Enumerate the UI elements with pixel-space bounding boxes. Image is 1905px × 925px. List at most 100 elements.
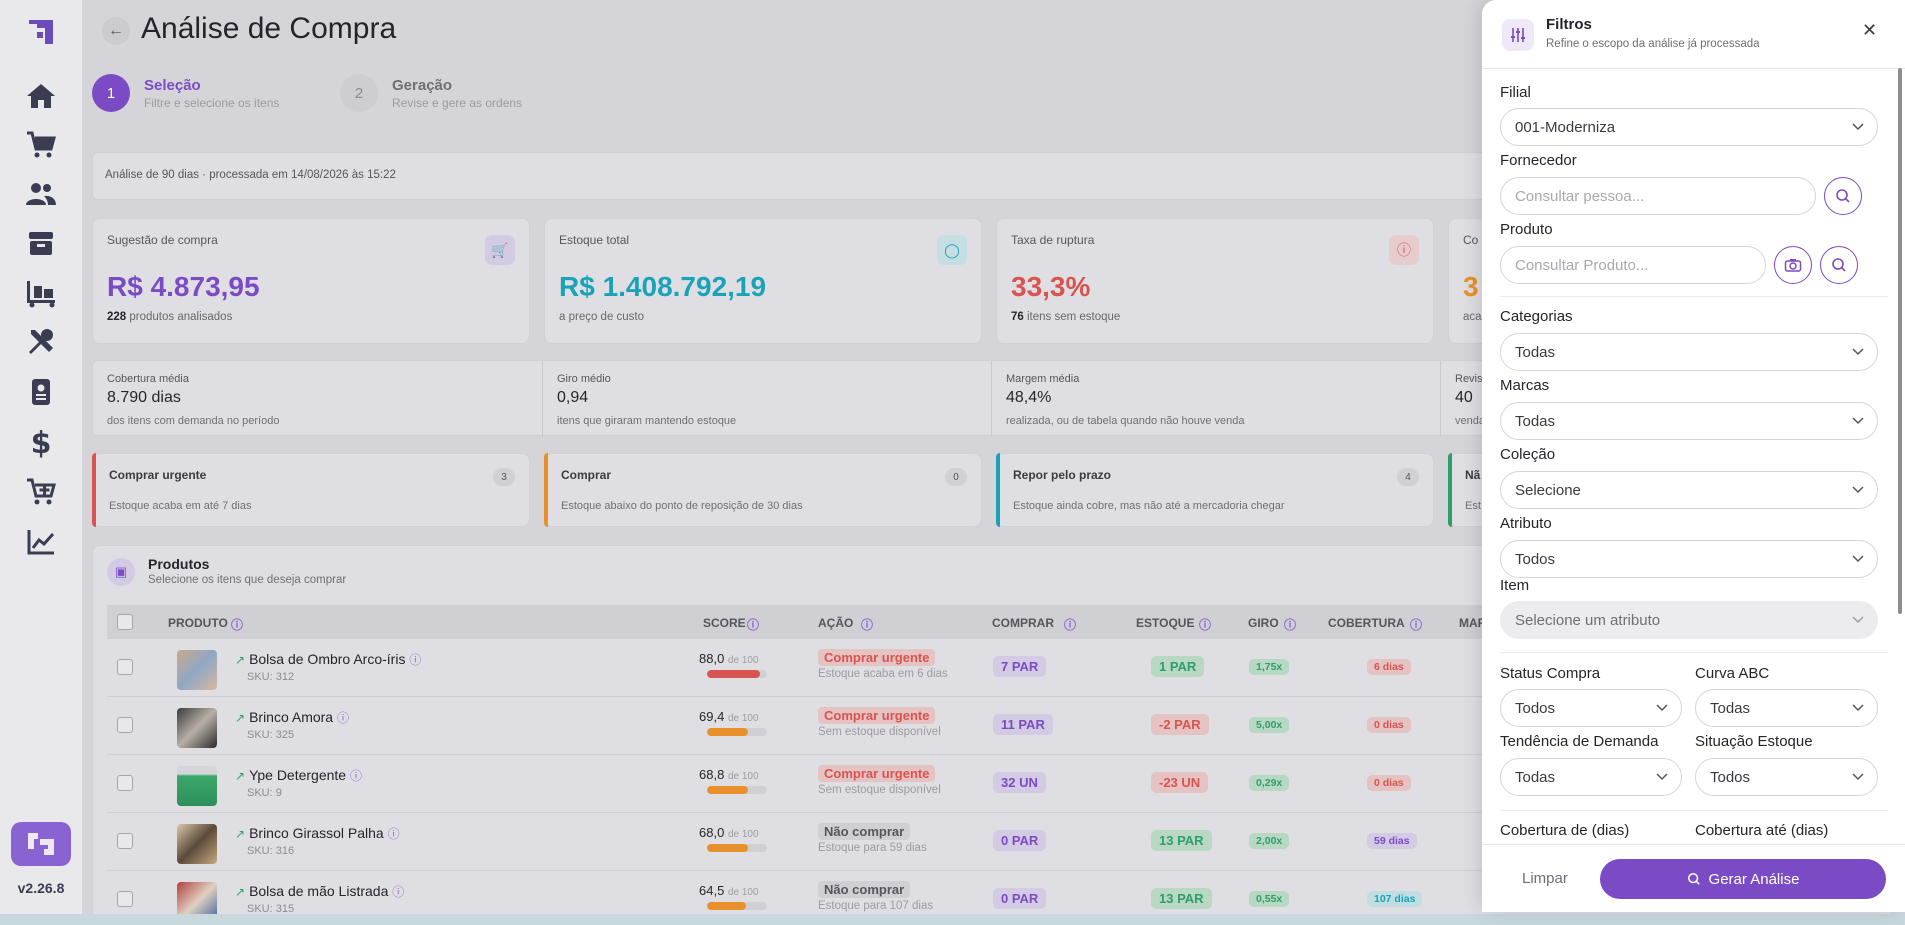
bucket-buy[interactable]: Comprar Estoque abaixo do ponto de repos…: [544, 453, 982, 527]
col-coverage[interactable]: COBERTURA: [1328, 616, 1405, 630]
buy-qty[interactable]: 7 PAR: [993, 656, 1047, 677]
score-bar: [707, 786, 767, 794]
close-icon[interactable]: ✕: [1862, 20, 1878, 40]
table-row[interactable]: ↗ Bolsa de mão Listrada ⓘ SKU: 315 64,5 d…: [107, 871, 1893, 914]
product-name[interactable]: ↗ Brinco Amora ⓘ: [235, 709, 350, 725]
info-icon[interactable]: ⓘ: [1284, 618, 1297, 632]
brand-badge-icon[interactable]: [11, 822, 71, 866]
id-card-icon[interactable]: [24, 375, 58, 409]
metric-label: Revisa: [1455, 373, 1489, 385]
table-row[interactable]: ↗ Brinco Amora ⓘ SKU: 325 69,4 de 100 Com…: [107, 697, 1893, 755]
cart-plus-icon[interactable]: [24, 475, 58, 509]
cart-icon[interactable]: [24, 128, 58, 162]
table-row[interactable]: ↗ Bolsa de Ombro Arco-íris ⓘ SKU: 312 88,…: [107, 639, 1893, 697]
stock-qty: -2 PAR: [1151, 714, 1209, 735]
atributo-select[interactable]: Todos: [1500, 540, 1878, 578]
situacao-select[interactable]: Todos: [1695, 758, 1878, 796]
select-all-checkbox[interactable]: [117, 614, 133, 630]
action-sub: Sem estoque disponível: [818, 784, 941, 796]
info-icon[interactable]: ⓘ: [231, 618, 244, 632]
marcas-label: Marcas: [1500, 377, 1550, 394]
action-badge: Não comprar: [818, 881, 911, 898]
search-icon[interactable]: [1824, 177, 1862, 215]
buy-qty[interactable]: 11 PAR: [993, 714, 1053, 735]
score-value: 69,4 de 100: [699, 709, 759, 724]
bucket-buy-urgent[interactable]: Comprar urgente Estoque acaba em até 7 d…: [92, 453, 530, 527]
score-bar-fill: [707, 786, 749, 794]
divider: [1500, 652, 1888, 653]
curva-abc-label: Curva ABC: [1695, 665, 1770, 682]
action-cell: Comprar urgente Estoque acaba em 6 dias: [818, 649, 948, 681]
colecao-select[interactable]: Selecione: [1500, 471, 1878, 509]
categorias-select[interactable]: Todas: [1500, 333, 1878, 371]
action-sub: Estoque para 59 dias: [818, 842, 927, 854]
info-icon[interactable]: ⓘ: [387, 827, 400, 841]
buy-qty[interactable]: 32 UN: [993, 772, 1046, 793]
panel-scrollbar[interactable]: [1898, 68, 1902, 614]
row-checkbox[interactable]: [117, 775, 133, 791]
tendencia-select[interactable]: Todas: [1500, 758, 1682, 796]
bucket-sub: Estoque acaba em até 7 dias: [109, 500, 252, 512]
fornecedor-input[interactable]: Consultar pessoa...: [1500, 177, 1816, 215]
produto-input[interactable]: Consultar Produto...: [1500, 246, 1766, 284]
marcas-select[interactable]: Todas: [1500, 402, 1878, 440]
col-product[interactable]: PRODUTO: [168, 616, 228, 630]
info-icon[interactable]: ⓘ: [409, 653, 422, 667]
home-icon[interactable]: [24, 79, 58, 113]
table-row[interactable]: ↗ Brinco Girassol Palha ⓘ SKU: 316 68,0 d…: [107, 813, 1893, 871]
buy-qty[interactable]: 0 PAR: [993, 888, 1047, 909]
product-name[interactable]: ↗ Bolsa de mão Listrada ⓘ: [235, 883, 405, 899]
bucket-title: Repor pelo prazo: [1013, 468, 1112, 482]
status-compra-select[interactable]: Todos: [1500, 689, 1682, 727]
clear-button[interactable]: Limpar: [1522, 870, 1568, 887]
chevron-down-icon: [1852, 486, 1864, 494]
product-thumbnail: [177, 824, 217, 864]
product-name[interactable]: ↗ Brinco Girassol Palha ⓘ: [235, 825, 400, 841]
box-icon[interactable]: [24, 226, 58, 260]
step-generation[interactable]: 2 Geração Revise e gere as ordens: [340, 74, 522, 112]
info-icon[interactable]: ⓘ: [1199, 618, 1212, 632]
col-stock[interactable]: ESTOQUE: [1136, 616, 1195, 630]
chart-line-icon[interactable]: [24, 525, 58, 559]
product-name[interactable]: ↗ Ype Detergente ⓘ: [235, 767, 362, 783]
info-icon[interactable]: ⓘ: [747, 618, 760, 632]
users-icon[interactable]: [24, 177, 58, 211]
camera-icon[interactable]: [1774, 246, 1812, 284]
info-icon[interactable]: ⓘ: [349, 769, 362, 783]
row-checkbox[interactable]: [117, 659, 133, 675]
row-checkbox[interactable]: [117, 833, 133, 849]
col-buy[interactable]: COMPRAR: [992, 616, 1054, 630]
info-icon[interactable]: ⓘ: [392, 885, 405, 899]
buy-qty[interactable]: 0 PAR: [993, 830, 1047, 851]
bucket-accent: [1448, 453, 1452, 527]
step-selection[interactable]: 1 Seleção Filtre e selecione os itens: [92, 74, 279, 112]
score-bar-fill: [707, 902, 746, 910]
filial-select[interactable]: 001-Moderniza: [1500, 108, 1878, 146]
curva-abc-select[interactable]: Todas: [1695, 689, 1878, 727]
info-icon[interactable]: ⓘ: [861, 618, 874, 632]
col-turnover[interactable]: GIRO: [1248, 616, 1279, 630]
tools-icon[interactable]: [24, 325, 58, 359]
turnover-value: 0,55x: [1249, 891, 1290, 907]
search-icon[interactable]: [1820, 246, 1858, 284]
info-icon[interactable]: ⓘ: [337, 711, 350, 725]
info-icon[interactable]: ⓘ: [1410, 618, 1423, 632]
bucket-restock-by-leadtime[interactable]: Repor pelo prazo Estoque ainda cobre, ma…: [996, 453, 1434, 527]
table-row[interactable]: ↗ Ype Detergente ⓘ SKU: 9 68,8 de 100 Com…: [107, 755, 1893, 813]
metric-value: 8.790 dias: [107, 389, 181, 406]
row-checkbox[interactable]: [117, 891, 133, 907]
categorias-label: Categorias: [1500, 308, 1573, 325]
score-bar-fill: [707, 728, 749, 736]
col-score[interactable]: SCORE: [703, 616, 746, 630]
dollar-icon[interactable]: $: [24, 425, 58, 459]
step-title: Geração: [392, 76, 453, 94]
back-arrow-icon[interactable]: ←: [102, 17, 130, 45]
pallet-icon[interactable]: [24, 276, 58, 310]
col-action[interactable]: AÇÃO: [818, 616, 854, 630]
info-icon[interactable]: ⓘ: [1064, 618, 1077, 632]
svg-text:$: $: [31, 426, 52, 458]
generate-analysis-button[interactable]: Gerar Análise: [1600, 859, 1886, 899]
product-name[interactable]: ↗ Bolsa de Ombro Arco-íris ⓘ: [235, 651, 422, 667]
row-checkbox[interactable]: [117, 717, 133, 733]
app-logo-icon[interactable]: [27, 18, 55, 46]
